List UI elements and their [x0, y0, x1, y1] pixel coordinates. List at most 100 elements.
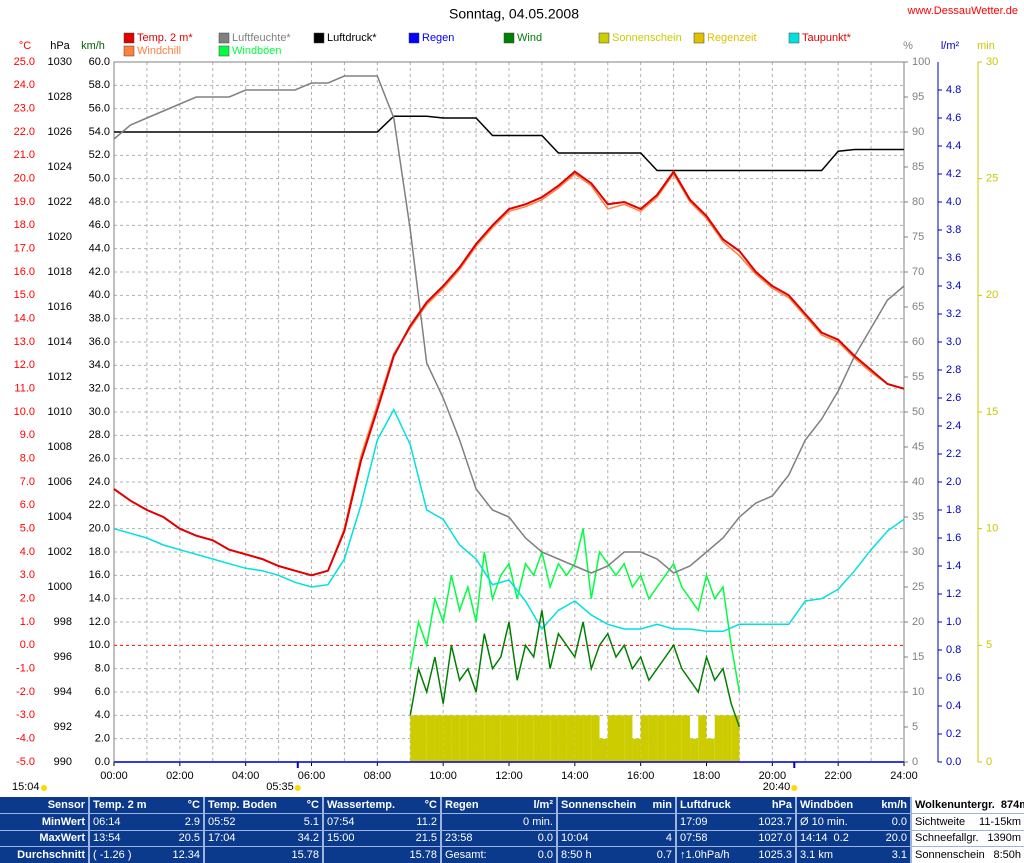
y-tick-label: 5.0	[20, 523, 35, 535]
cell-text: Regen	[445, 798, 479, 811]
y-tick-label: 0	[912, 756, 918, 768]
cell-text: 11.2	[416, 815, 437, 828]
x-tick-label: 04:00	[232, 770, 260, 782]
x-tick-label: 02:00	[166, 770, 194, 782]
y-tick-label: 12.0	[89, 616, 110, 628]
y-tick-label: 0.0	[95, 756, 110, 768]
info-cell: Sichtweite 11-15km	[912, 813, 1024, 830]
cell-text: 1023.7	[758, 815, 792, 828]
y-tick-label: 22.0	[14, 126, 35, 138]
sunshine-bar	[624, 715, 633, 762]
series-line	[114, 115, 904, 172]
table-cell	[558, 813, 675, 830]
table-cell: 3.1 km 3.1	[797, 847, 910, 863]
y-tick-label: 12.0	[14, 359, 35, 371]
y-tick-label: 50.0	[89, 173, 110, 185]
info-text: Wolkenuntergr.	[915, 798, 995, 811]
table-cell: 15:00 21.5	[324, 830, 440, 847]
y-tick-label: 1.2	[946, 588, 961, 600]
table-cell: 14:14 0.2 20.0	[797, 830, 910, 847]
y-tick-label: 998	[54, 616, 72, 628]
y-tick-label: 13.0	[14, 336, 35, 348]
row-label-text: Sensor	[47, 798, 85, 811]
y-tick-label: 1004	[48, 511, 72, 523]
legend-swatch	[598, 32, 610, 44]
table-cell: ↑1.0hPa/h 1025.3	[677, 847, 795, 863]
y-tick-label: 2.8	[946, 364, 961, 376]
y-tick-label: 58.0	[89, 79, 110, 91]
y-tick-label: 4.0	[946, 196, 961, 208]
y-tick-label: 1012	[48, 371, 72, 383]
x-tick-label: 22:00	[824, 770, 852, 782]
y-tick-label: 1.4	[946, 560, 961, 572]
legend-swatch	[218, 32, 230, 44]
y-tick-label: 60	[912, 336, 924, 348]
table-cell: Windböen km/h	[797, 797, 910, 813]
cell-text: Luftdruck	[680, 798, 731, 811]
y-tick-label: 55	[912, 371, 924, 383]
y-tick-label: 1022	[48, 196, 72, 208]
y-tick-label: 3.2	[946, 308, 961, 320]
sunshine-bar	[681, 715, 691, 762]
sunshine-bar	[459, 715, 468, 762]
cell-text: 0.7	[656, 849, 672, 862]
y-tick-label: 5	[986, 639, 992, 651]
sunshine-bar	[525, 715, 534, 762]
y-tick-label: 1024	[48, 161, 72, 173]
table-cell: 8:50 h 0.7	[558, 847, 675, 863]
y-tick-label: -5.0	[16, 756, 35, 768]
cell-text: 34.2	[297, 832, 319, 845]
sunshine-bar	[574, 715, 584, 762]
y-tick-label: 3.0	[946, 336, 961, 348]
y-tick-label: 10	[912, 686, 924, 698]
cell-text: 13:54	[93, 832, 121, 845]
y-tick-label: 28.0	[89, 429, 110, 441]
y-tick-label: 996	[54, 651, 72, 663]
y-tick-label: 4.4	[946, 140, 961, 152]
cell-text: 05:52	[208, 815, 236, 828]
row-label: MinWert	[0, 813, 88, 830]
y-tick-label: 38.0	[89, 313, 110, 325]
table-row: Durchschnitt ( -1.26 ) 12.34 15.78 15.78 Gesa…	[0, 847, 1024, 863]
y-tick-label: 990	[54, 756, 72, 768]
row-label: Sensor	[0, 797, 88, 813]
y-tick-label: 4.8	[946, 84, 961, 96]
y-tick-label: 0.4	[946, 700, 961, 712]
axis-unit: °C	[19, 40, 31, 52]
y-tick-label: 1016	[48, 301, 72, 313]
source-link: www.DessauWetter.de	[907, 5, 1018, 17]
cell-text: 0.0	[537, 849, 553, 862]
y-tick-label: 25	[912, 581, 924, 593]
cell-text: 07:54	[327, 815, 355, 828]
cell-text: min	[652, 798, 672, 811]
y-tick-label: 30	[912, 546, 924, 558]
cell-text: 17:04	[208, 832, 236, 845]
legend-label: Temp. 2 m*	[137, 32, 193, 44]
axis-unit: %	[903, 40, 913, 52]
cell-text: Sonnenschein	[561, 798, 637, 811]
y-tick-label: 4.6	[946, 112, 961, 124]
sunshine-bar	[698, 715, 707, 762]
cell-text: Temp. 2 m	[93, 798, 147, 811]
y-tick-label: 21.0	[14, 149, 35, 161]
series-line	[113, 408, 905, 633]
table-cell: Gesamt: 0.0	[442, 847, 556, 863]
cell-text: Windböen	[800, 798, 854, 811]
series-line	[409, 610, 741, 728]
legend-label: Windchill	[137, 45, 181, 57]
y-tick-label: 20.0	[14, 173, 35, 185]
y-tick-label: 18.0	[89, 546, 110, 558]
axis-unit: min	[977, 40, 995, 52]
x-tick-label: 20:00	[759, 770, 787, 782]
y-tick-label: 40	[912, 476, 924, 488]
sunshine-bar	[722, 715, 732, 762]
sunshine-bar	[451, 715, 460, 762]
x-tick-label: 16:00	[627, 770, 655, 782]
y-tick-label: 7.0	[20, 476, 35, 488]
cell-text: °C	[306, 798, 319, 811]
table-cell: 17:09 1023.7	[677, 813, 795, 830]
x-tick-label: 08:00	[364, 770, 392, 782]
info-text: Schneefallgr.	[915, 832, 979, 845]
y-tick-label: 992	[54, 721, 72, 733]
